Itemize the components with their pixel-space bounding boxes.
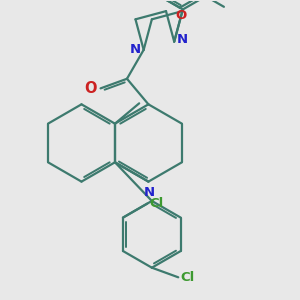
Text: Cl: Cl [149, 197, 163, 210]
Text: O: O [175, 9, 186, 22]
Text: Cl: Cl [180, 271, 194, 284]
Text: N: N [130, 44, 141, 56]
Text: O: O [85, 81, 97, 96]
Text: N: N [177, 33, 188, 46]
Text: N: N [144, 186, 155, 199]
